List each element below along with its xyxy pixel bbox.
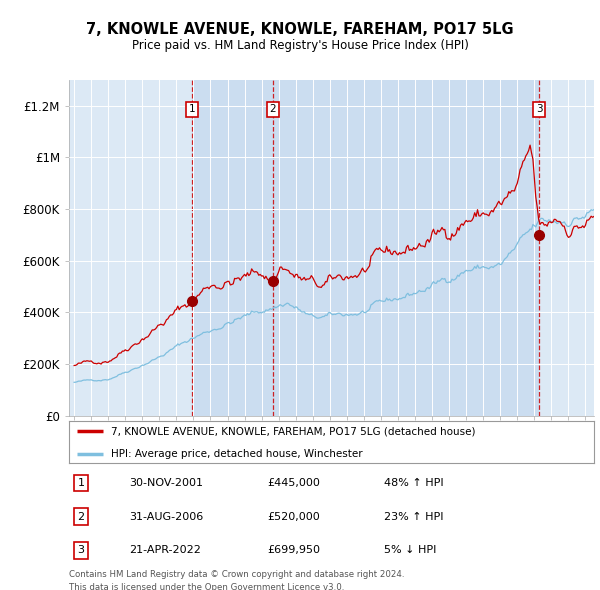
Text: 5% ↓ HPI: 5% ↓ HPI: [384, 545, 436, 555]
Bar: [192, 80, 273, 416]
Text: 48% ↑ HPI: 48% ↑ HPI: [384, 478, 443, 488]
Text: 3: 3: [536, 104, 542, 114]
Bar: [273, 80, 539, 416]
Text: Contains HM Land Registry data © Crown copyright and database right 2024.: Contains HM Land Registry data © Crown c…: [69, 570, 404, 579]
Text: 7, KNOWLE AVENUE, KNOWLE, FAREHAM, PO17 5LG: 7, KNOWLE AVENUE, KNOWLE, FAREHAM, PO17 …: [86, 22, 514, 37]
Text: £520,000: £520,000: [267, 512, 320, 522]
Text: 23% ↑ HPI: 23% ↑ HPI: [384, 512, 443, 522]
Text: HPI: Average price, detached house, Winchester: HPI: Average price, detached house, Winc…: [111, 449, 362, 459]
Text: This data is licensed under the Open Government Licence v3.0.: This data is licensed under the Open Gov…: [69, 583, 344, 590]
Text: £699,950: £699,950: [267, 545, 320, 555]
Text: Price paid vs. HM Land Registry's House Price Index (HPI): Price paid vs. HM Land Registry's House …: [131, 39, 469, 52]
Text: 2: 2: [77, 512, 85, 522]
Text: 7, KNOWLE AVENUE, KNOWLE, FAREHAM, PO17 5LG (detached house): 7, KNOWLE AVENUE, KNOWLE, FAREHAM, PO17 …: [111, 427, 476, 436]
Text: 3: 3: [77, 545, 85, 555]
Text: 1: 1: [189, 104, 196, 114]
Text: 2: 2: [269, 104, 276, 114]
Text: 21-APR-2022: 21-APR-2022: [129, 545, 201, 555]
Text: £445,000: £445,000: [267, 478, 320, 488]
Text: 31-AUG-2006: 31-AUG-2006: [129, 512, 203, 522]
Text: 30-NOV-2001: 30-NOV-2001: [129, 478, 203, 488]
Text: 1: 1: [77, 478, 85, 488]
